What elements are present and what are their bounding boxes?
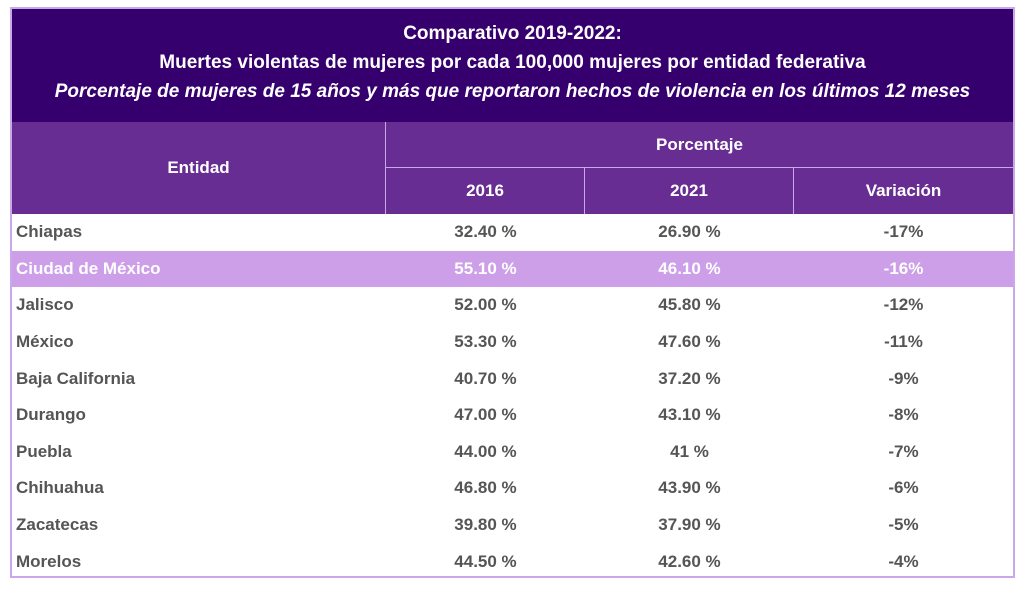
column-header-entidad: Entidad [12, 122, 386, 214]
column-header-variacion: Variación [865, 181, 942, 200]
cell-2016: 44.50 % [454, 551, 517, 571]
cell-variacion: -4% [888, 551, 919, 571]
table-body: Chiapas 32.40 % 26.90 % -17% Ciudad de Méxic… [12, 214, 1013, 580]
table-row: Chiapas 32.40 % 26.90 % -17% [12, 214, 1013, 251]
table-row: Zacatecas 39.80 % 37.90 % -5% [12, 507, 1013, 544]
cell-2021: 47.60 % [658, 332, 721, 352]
cell-2021: 46.10 % [658, 258, 721, 278]
cell-2016: 47.00 % [454, 405, 517, 425]
cell-2021: 43.90 % [658, 478, 721, 498]
table-frame: Comparativo 2019-2022: Muertes violentas… [10, 7, 1015, 578]
cell-2016: 32.40 % [454, 222, 517, 242]
cell-variacion: -6% [888, 478, 919, 498]
cell-variacion: -8% [888, 405, 919, 425]
table-title: Comparativo 2019-2022: [403, 23, 622, 44]
cell-entidad: Ciudad de México [16, 258, 161, 278]
table-row: Baja California 40.70 % 37.20 % -9% [12, 360, 1013, 397]
cell-entidad: Baja California [16, 368, 136, 388]
cell-2021: 42.60 % [658, 551, 721, 571]
cell-entidad: Zacatecas [16, 515, 99, 535]
table-row: Ciudad de México 55.10 % 46.10 % -16% [12, 250, 1013, 288]
cell-variacion: -12% [883, 295, 924, 315]
cell-entidad: Puebla [16, 441, 72, 461]
title-block: Comparativo 2019-2022: Muertes violentas… [12, 9, 1013, 122]
cell-2021: 45.80 % [658, 295, 721, 315]
table-row: Puebla 44.00 % 41 % -7% [12, 434, 1013, 471]
cell-2016: 55.10 % [454, 258, 517, 278]
cell-variacion: -7% [888, 441, 919, 461]
table-row: México 53.30 % 47.60 % -11% [12, 324, 1013, 361]
cell-2021: 26.90 % [658, 222, 721, 242]
cell-variacion: -9% [888, 368, 919, 388]
cell-entidad: Morelos [16, 551, 82, 571]
cell-2021: 41 % [670, 441, 709, 461]
table-row: Morelos 44.50 % 42.60 % -4% [12, 543, 1013, 580]
cell-variacion: -17% [883, 222, 924, 242]
table-row: Durango 47.00 % 43.10 % -8% [12, 397, 1013, 434]
cell-2016: 44.00 % [454, 441, 517, 461]
cell-2021: 37.20 % [658, 368, 721, 388]
table-subtitle: Muertes violentas de mujeres por cada 10… [159, 52, 866, 73]
cell-2016: 53.30 % [454, 332, 517, 352]
cell-2016: 39.80 % [454, 515, 517, 535]
cell-variacion: -5% [888, 515, 919, 535]
table-header: Entidad Porcentaje 2016 2021 Variación [12, 122, 1013, 214]
cell-entidad: Chiapas [16, 222, 83, 242]
cell-entidad: Jalisco [16, 295, 74, 315]
cell-2021: 37.90 % [658, 515, 721, 535]
cell-variacion: -11% [884, 332, 923, 352]
column-group-header-porcentaje: Porcentaje [386, 122, 1013, 168]
table-row: Jalisco 52.00 % 45.80 % -12% [12, 287, 1013, 324]
cell-2016: 40.70 % [454, 368, 517, 388]
table-subtitle-italic: Porcentaje de mujeres de 15 años y más q… [54, 81, 971, 102]
cell-entidad: Durango [16, 405, 86, 425]
cell-entidad: Chihuahua [16, 478, 104, 498]
cell-variacion: -16% [883, 258, 924, 278]
cell-2021: 43.10 % [658, 405, 721, 425]
column-header-2016: 2016 [386, 168, 585, 214]
cell-2016: 46.80 % [454, 478, 517, 498]
cell-2016: 52.00 % [454, 295, 517, 315]
column-header-2021: 2021 [585, 168, 794, 214]
cell-entidad: México [16, 332, 74, 352]
table-row: Chihuahua 46.80 % 43.90 % -6% [12, 470, 1013, 507]
